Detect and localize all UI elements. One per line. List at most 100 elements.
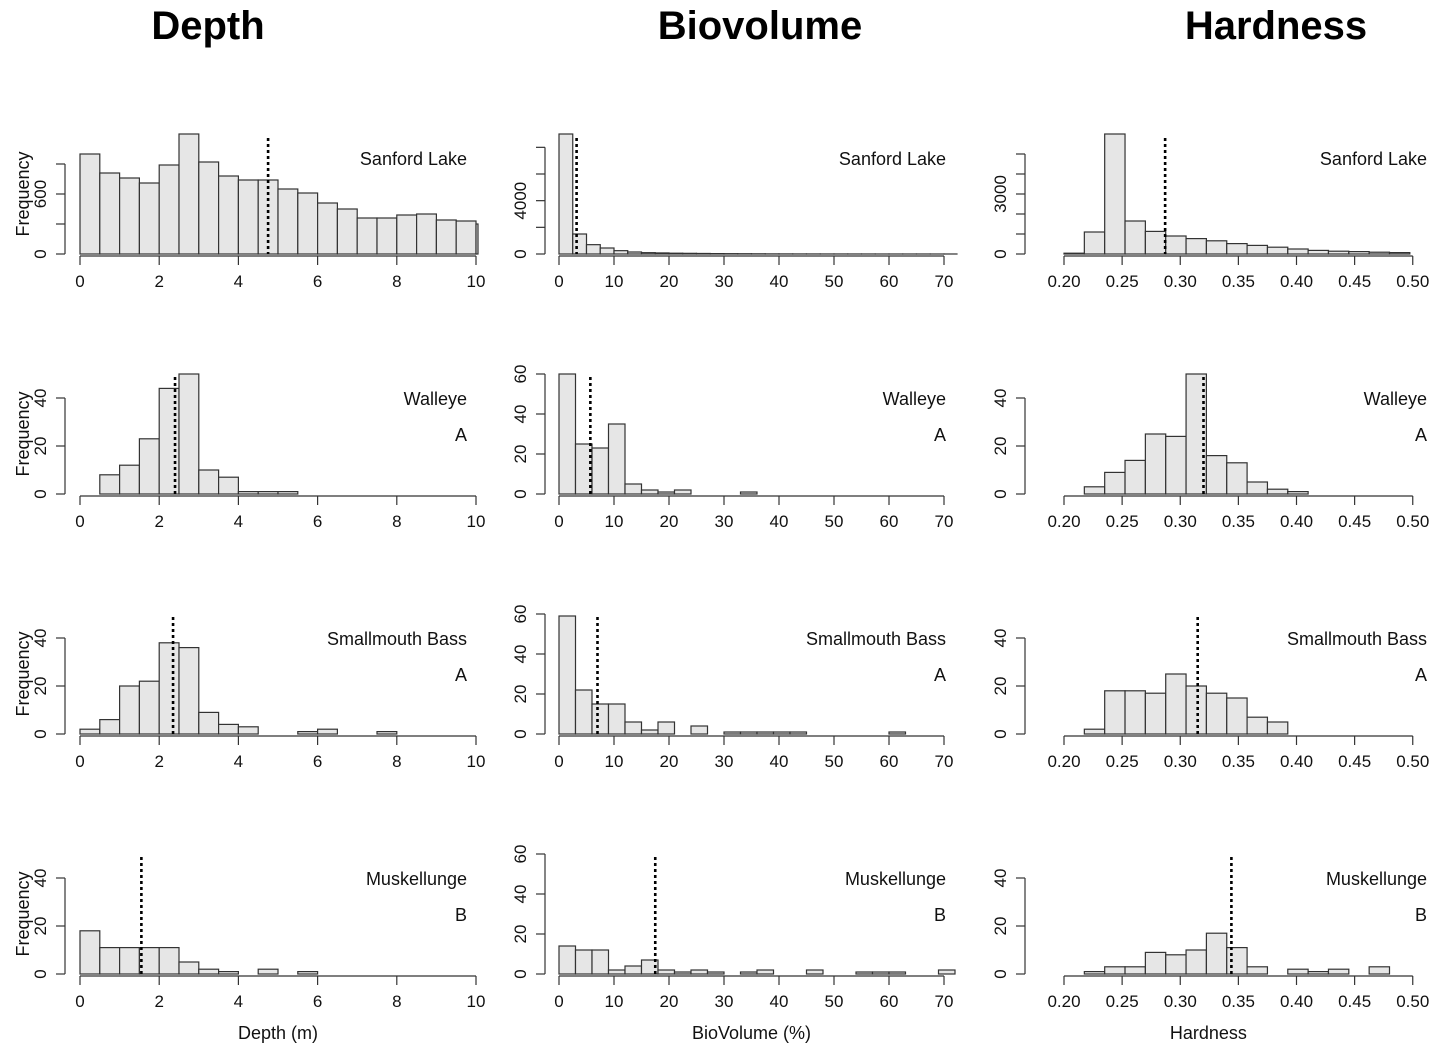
histogram-bar	[1144, 230, 1167, 255]
histogram-bar	[336, 208, 358, 255]
histogram-bar	[158, 642, 180, 735]
histogram-bar	[558, 133, 574, 255]
histogram-bar	[624, 721, 643, 735]
histogram-bar	[218, 476, 240, 495]
histogram-bar	[1226, 946, 1248, 975]
y-tick-label: 0	[511, 969, 530, 978]
histogram-bar	[613, 250, 629, 255]
histogram-bar	[218, 723, 240, 735]
column-title-biovolume: Biovolume	[657, 4, 863, 48]
x-tick-label: 30	[715, 272, 734, 291]
histogram-bar	[1165, 235, 1187, 255]
group-label: Muskellunge	[366, 869, 467, 889]
histogram-bar	[138, 438, 160, 495]
y-tick-label: 0	[31, 489, 50, 498]
y-tick-label: 40	[991, 869, 1010, 888]
x-tick-label: 0	[75, 752, 84, 771]
histogram-bar	[1348, 251, 1370, 255]
y-tick-label: 0	[991, 969, 1010, 978]
histogram-bar	[1124, 459, 1146, 495]
significance-letter: B	[934, 905, 946, 925]
histogram-bar	[723, 731, 742, 735]
y-tick-label: 0	[31, 729, 50, 738]
x-tick-label: 60	[880, 752, 899, 771]
x-tick-label: 4	[234, 752, 243, 771]
x-tick-label: 10	[467, 992, 486, 1011]
histogram-bar	[1185, 373, 1208, 495]
histogram-bar	[237, 179, 259, 255]
histogram-bar	[218, 175, 240, 255]
x-tick-label: 2	[154, 272, 163, 291]
x-axis-label: BioVolume (%)	[692, 1023, 811, 1043]
histogram-bar	[79, 153, 101, 255]
histogram-bar	[1388, 252, 1411, 255]
panel-biovolume-walleye: 0 10 20 30 40 50 60 70 0 20 40 60 Walleye A	[511, 365, 953, 531]
histogram-bar	[1205, 240, 1228, 255]
histogram-bar	[937, 969, 956, 975]
significance-letter: B	[1415, 905, 1427, 925]
histogram-bar	[574, 949, 593, 975]
histogram-bar	[1368, 966, 1391, 975]
histogram-bar	[695, 252, 711, 255]
histogram-bar	[1287, 248, 1309, 255]
y-tick-label: 40	[31, 629, 50, 648]
x-tick-label: 8	[392, 512, 401, 531]
y-tick-label: 40	[511, 645, 530, 664]
x-tick-label: 2	[154, 512, 163, 531]
histogram-bar	[1246, 244, 1269, 255]
histogram-bar	[178, 373, 200, 495]
histogram-bar	[1185, 949, 1208, 975]
y-axis-label: Frequency	[13, 151, 33, 236]
histogram-bar	[99, 718, 121, 735]
x-tick-label: 10	[467, 752, 486, 771]
x-tick-label: 0	[554, 512, 563, 531]
group-label: Sanford Lake	[839, 149, 946, 169]
histogram-bar	[756, 969, 775, 975]
y-tick-label: 40	[511, 405, 530, 424]
y-tick-label: 60	[511, 605, 530, 624]
histogram-bar	[178, 133, 200, 255]
histogram-bar	[1165, 435, 1187, 495]
histogram-bar	[1185, 685, 1208, 735]
histogram-bar	[591, 703, 610, 735]
y-tick-label: 0	[991, 489, 1010, 498]
x-tick-label: 0	[75, 992, 84, 1011]
histogram-bar	[1266, 246, 1289, 255]
x-tick-label: 10	[605, 272, 624, 291]
histogram-bar	[475, 223, 479, 255]
group-label: Walleye	[883, 389, 946, 409]
histogram-bar	[1287, 491, 1309, 495]
y-tick-label: 40	[511, 885, 530, 904]
x-tick-label: 20	[660, 752, 679, 771]
histogram-bar	[739, 971, 758, 975]
histogram-bar	[1266, 721, 1289, 735]
histogram-bar	[657, 491, 676, 495]
histogram-bar	[1287, 968, 1309, 975]
x-tick-label: 0.35	[1222, 272, 1255, 291]
y-tick-label: 20	[511, 685, 530, 704]
x-tick-label: 70	[935, 272, 954, 291]
histogram-bar	[138, 680, 160, 735]
x-tick-label: 50	[825, 272, 844, 291]
significance-letter: A	[455, 665, 467, 685]
x-tick-label: 0.25	[1106, 992, 1139, 1011]
x-tick-label: 0.30	[1164, 992, 1197, 1011]
x-tick-label: 0	[554, 992, 563, 1011]
x-tick-label: 40	[770, 752, 789, 771]
histogram-bar	[1083, 728, 1106, 735]
histogram-bar	[118, 946, 140, 975]
x-tick-label: 40	[770, 992, 789, 1011]
histogram-bar	[855, 971, 874, 975]
histogram-bar	[277, 188, 299, 255]
histogram-bar	[690, 969, 709, 975]
histogram-bar	[138, 182, 160, 255]
histogram-bar	[158, 164, 180, 255]
x-tick-label: 10	[467, 272, 486, 291]
histogram-bar	[1104, 133, 1126, 255]
x-tick-label: 0	[75, 512, 84, 531]
y-tick-label: 40	[31, 389, 50, 408]
histogram-bar	[118, 464, 140, 495]
x-axis-label: Depth (m)	[238, 1023, 318, 1043]
x-tick-label: 0.25	[1106, 512, 1139, 531]
x-tick-label: 60	[880, 512, 899, 531]
